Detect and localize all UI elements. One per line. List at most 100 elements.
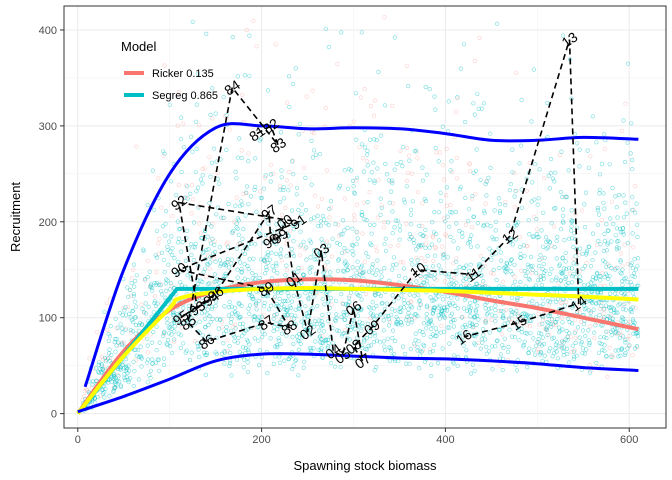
sim-point [539, 343, 545, 348]
sim-point [375, 166, 380, 171]
sim-point [179, 137, 184, 142]
sim-point [271, 361, 276, 367]
sim-point [374, 313, 379, 318]
sim-point [395, 218, 400, 223]
sim-point [530, 268, 535, 273]
sim-point [99, 369, 104, 374]
sim-point [278, 247, 284, 252]
sim-point [405, 170, 410, 176]
sim-point [172, 329, 177, 334]
sim-point [171, 317, 176, 322]
sim-point [245, 339, 251, 344]
sim-point [160, 224, 165, 229]
sim-point [529, 119, 534, 124]
sim-point [235, 74, 240, 79]
sim-point [257, 231, 262, 236]
sim-point [247, 33, 252, 38]
sim-point [344, 312, 349, 317]
sim-point [260, 334, 265, 340]
sim-point [569, 218, 574, 223]
sim-point [535, 227, 540, 232]
sim-point [598, 274, 603, 279]
sim-point [388, 243, 393, 249]
sim-point [150, 288, 155, 293]
sim-point [599, 217, 604, 222]
sim-point [401, 197, 407, 202]
sim-point [463, 222, 469, 227]
sim-point [578, 279, 583, 284]
sim-point [303, 208, 309, 213]
sim-point [582, 264, 588, 269]
sim-point [563, 250, 568, 255]
sim-point [449, 295, 454, 300]
sim-point [512, 171, 517, 176]
sim-point [432, 94, 437, 99]
sim-point [258, 189, 263, 194]
sim-point [315, 204, 321, 209]
legend-title: Model [121, 39, 157, 54]
sim-point [176, 331, 181, 336]
sim-point [578, 319, 584, 325]
sim-point [472, 368, 477, 373]
sim-point [376, 291, 381, 297]
sim-point [616, 331, 621, 336]
sim-point [238, 260, 243, 265]
sim-point [588, 264, 594, 269]
sim-point [610, 316, 615, 321]
sim-point [205, 312, 210, 317]
sim-point [596, 238, 601, 243]
sim-point [615, 215, 620, 220]
sim-point [380, 300, 385, 306]
sim-point [148, 376, 153, 381]
sim-point [286, 188, 291, 193]
sim-point [442, 314, 447, 319]
sim-point [268, 336, 273, 341]
sim-point [482, 211, 487, 216]
sim-point [371, 306, 376, 311]
sim-point [114, 336, 119, 342]
sim-point [266, 221, 271, 226]
sim-point [473, 191, 478, 197]
sim-point [488, 270, 494, 276]
sim-point [206, 247, 211, 252]
sim-point [359, 307, 364, 312]
sim-point [282, 358, 287, 363]
sim-point [594, 140, 599, 145]
sim-point [195, 71, 201, 76]
sim-point [283, 273, 288, 278]
sim-point [274, 321, 279, 326]
sim-point [525, 365, 530, 370]
sim-point [564, 267, 569, 272]
sim-point [226, 201, 231, 207]
sim-point [342, 317, 347, 322]
sim-point [566, 168, 571, 173]
sim-point [358, 272, 363, 277]
sim-point [175, 259, 181, 265]
sim-point [196, 185, 201, 190]
sim-point [190, 19, 195, 24]
sim-point [612, 267, 618, 272]
sim-point [559, 271, 565, 276]
sim-point [390, 201, 395, 206]
sim-point [409, 317, 414, 323]
sim-point [526, 276, 531, 282]
sim-point [602, 335, 607, 340]
sim-point [359, 328, 364, 333]
sim-point [134, 273, 139, 278]
sim-point [591, 307, 596, 312]
sim-point [617, 335, 622, 341]
sim-point [542, 176, 547, 181]
sim-point [132, 315, 137, 320]
sim-point [409, 276, 414, 281]
sim-point [501, 345, 506, 351]
sim-point [145, 336, 150, 341]
sim-point [417, 329, 422, 334]
sim-point [390, 178, 395, 183]
sim-point [159, 292, 165, 297]
sim-point [172, 256, 177, 261]
sim-point [536, 337, 541, 342]
sim-point [508, 182, 513, 187]
sim-point [481, 101, 487, 106]
sim-point [617, 301, 622, 306]
